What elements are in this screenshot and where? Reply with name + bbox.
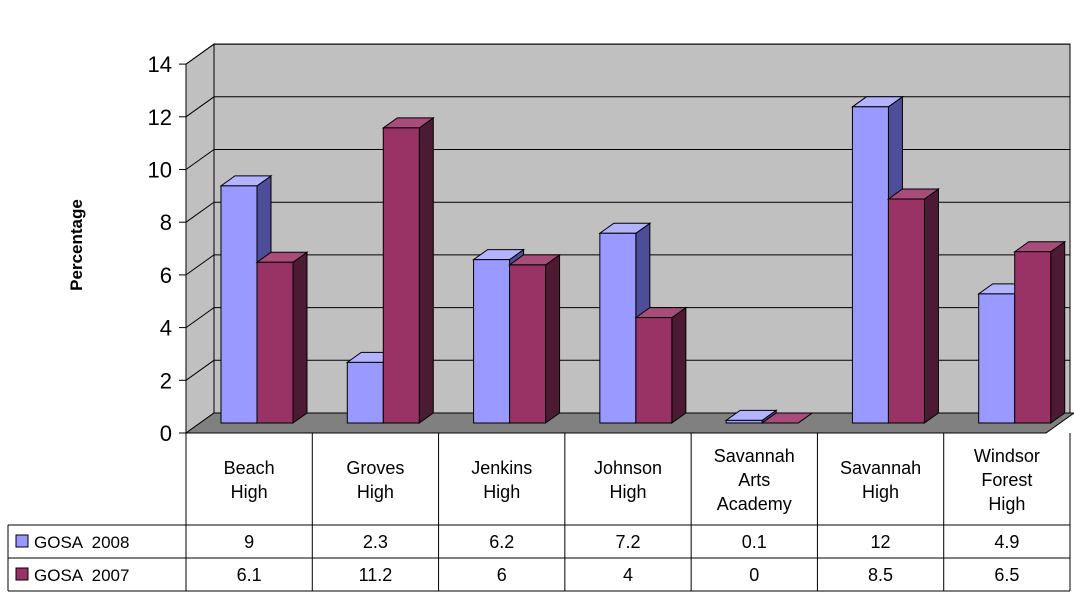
data-value: 0	[749, 565, 759, 585]
bar-side	[545, 253, 561, 424]
y-tick-label: 10	[148, 158, 172, 183]
y-tick-label: 4	[160, 316, 172, 341]
gridline	[185, 149, 1070, 170]
legend-label: GOSA 2008	[34, 533, 129, 552]
data-value: 6	[497, 565, 507, 585]
gridline	[185, 201, 1070, 223]
data-value: 11.2	[359, 565, 393, 585]
category-label: Beach High	[224, 458, 275, 502]
y-axis: 0 2 4 6 8 10 12 14	[148, 52, 187, 446]
data-value: 6.1	[237, 565, 262, 585]
bar	[887, 198, 925, 424]
gridlines	[185, 43, 1070, 381]
y-tick-label: 8	[160, 210, 172, 235]
bar	[256, 261, 294, 424]
bar	[382, 127, 420, 424]
bar	[725, 419, 763, 424]
bar-side	[1050, 240, 1066, 424]
data-table: Beach High Groves High Jenkins High Johnson Hig…	[7, 433, 1071, 592]
y-tick-label: 12	[148, 105, 172, 130]
category-label: Johnson High	[594, 458, 662, 502]
category-label: Windsor Forest High	[974, 446, 1040, 514]
bar-side	[923, 188, 939, 424]
bar-side	[292, 251, 308, 424]
data-value: 6.5	[994, 565, 1019, 585]
data-value: 7.2	[615, 532, 640, 552]
gridline	[185, 254, 1070, 276]
gridline	[185, 43, 1070, 65]
bar	[346, 361, 384, 424]
category-label: Savannah High	[840, 458, 921, 502]
bar	[978, 293, 1016, 424]
bar	[599, 232, 637, 424]
category-label: Groves High	[346, 458, 404, 502]
legend-swatch	[15, 534, 29, 548]
side-wall	[185, 43, 215, 434]
legend-swatch	[15, 567, 29, 581]
y-tick-label: 0	[160, 421, 172, 446]
bar	[473, 259, 511, 424]
y-axis-label: Percentage	[67, 199, 86, 291]
bar	[509, 264, 547, 424]
gridline	[185, 359, 1070, 381]
data-value: 12	[871, 532, 891, 552]
y-tick-label: 2	[160, 368, 172, 393]
category-label: Savannah Arts Academy	[714, 446, 795, 514]
data-value: 0.1	[742, 532, 767, 552]
bar	[851, 106, 889, 424]
data-value: 4	[623, 565, 633, 585]
data-value: 2.3	[363, 532, 388, 552]
bars	[219, 95, 1067, 424]
category-label: Jenkins High	[471, 458, 532, 502]
legend-label: GOSA 2007	[34, 566, 129, 585]
gridline	[185, 307, 1070, 329]
bar	[1014, 251, 1052, 424]
gridline	[185, 96, 1070, 118]
data-value: 4.9	[994, 532, 1019, 552]
bar-side	[418, 116, 434, 424]
data-value: 9	[244, 532, 254, 552]
bar-side	[671, 306, 687, 424]
bar	[220, 185, 258, 424]
data-value: 8.5	[868, 565, 893, 585]
y-tick-label: 14	[148, 52, 172, 77]
bar	[635, 317, 673, 424]
y-tick-label: 6	[160, 263, 172, 288]
bar-top	[760, 412, 814, 424]
data-value: 6.2	[489, 532, 514, 552]
